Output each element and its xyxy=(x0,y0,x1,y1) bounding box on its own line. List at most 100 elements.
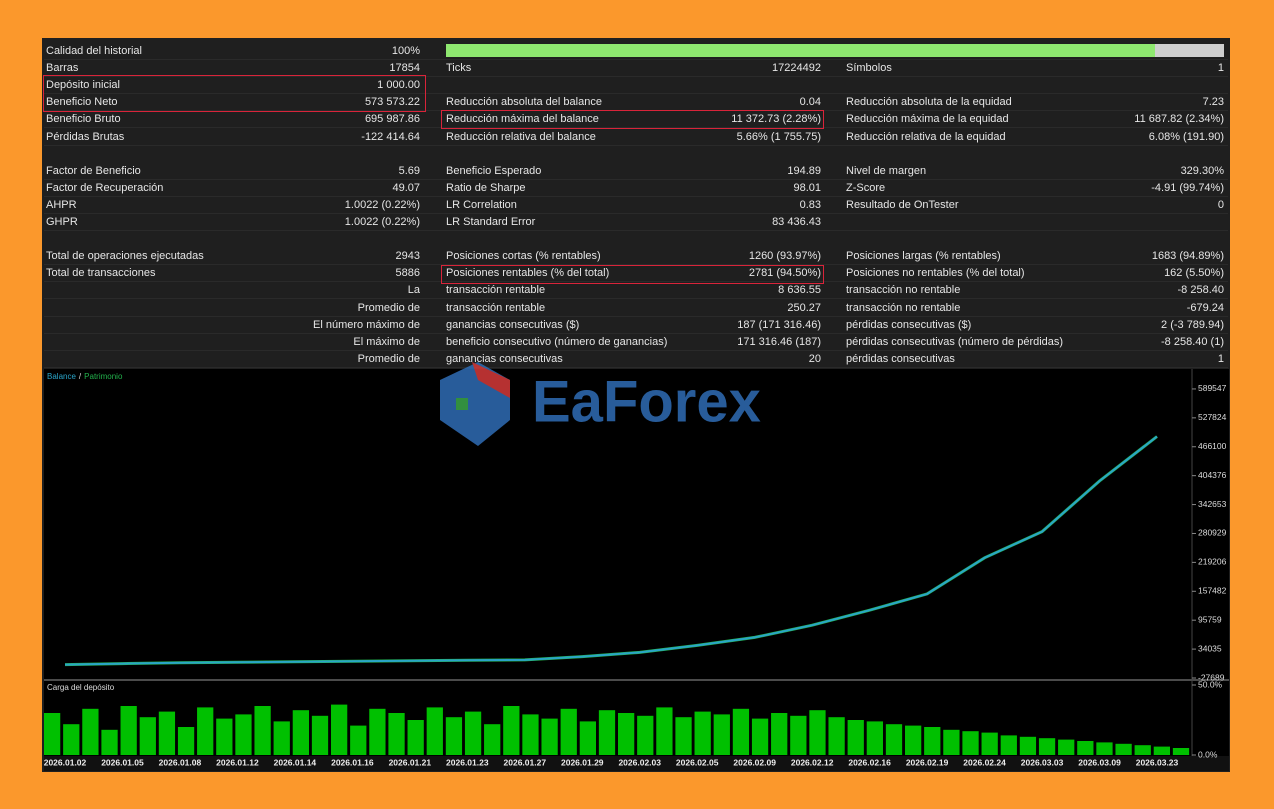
bar xyxy=(63,724,80,755)
stat-value: 5886 xyxy=(395,267,420,280)
stat-label: Reducción máxima de la equidad xyxy=(846,113,1009,126)
bar xyxy=(828,717,845,755)
bar xyxy=(369,708,386,755)
bar xyxy=(158,711,176,755)
stat-value: 2 (-3 789.94) xyxy=(1161,318,1224,331)
x-tick-label: 2026.03.09 xyxy=(1078,757,1121,767)
stat-label: Factor de Beneficio xyxy=(46,164,141,177)
stat-value: El máximo de xyxy=(353,335,420,348)
bar xyxy=(254,706,271,755)
x-tick-label: 2026.02.19 xyxy=(906,757,949,767)
stat-label: transacción rentable xyxy=(446,301,546,314)
stat-value: 2781 (94.50%) xyxy=(748,267,821,280)
stat-label: Nivel de margen xyxy=(846,164,927,177)
x-tick-label: 2026.03.23 xyxy=(1136,757,1179,767)
stat-label: Depósito inicial xyxy=(46,79,120,92)
bar xyxy=(618,713,635,755)
stat-value: 5.66% (1 755.75) xyxy=(736,130,821,143)
stat-label: Posiciones largas (% rentables) xyxy=(846,250,1001,263)
stat-label: Símbolos xyxy=(846,62,892,75)
stat-label: Ticks xyxy=(446,62,472,75)
row-line xyxy=(44,195,1228,197)
bar xyxy=(445,717,463,755)
stat-label: ganancias consecutivas xyxy=(446,352,563,365)
logo-accent xyxy=(472,362,510,398)
bar xyxy=(311,715,329,755)
balance-chart-bg xyxy=(44,369,1229,679)
y-tick-label: 466100 xyxy=(1198,441,1227,451)
y-tick-label: 95759 xyxy=(1198,614,1222,624)
stat-label: Posiciones rentables (% del total) xyxy=(446,267,610,280)
watermark-logo: EaForex xyxy=(440,362,761,446)
stat-label: Posiciones cortas (% rentables) xyxy=(446,250,601,263)
bar xyxy=(771,713,788,755)
bar xyxy=(751,718,769,755)
stat-label: beneficio consecutivo (número de gananci… xyxy=(446,335,668,348)
bar xyxy=(216,718,233,755)
stat-value: 1683 (94.89%) xyxy=(1151,250,1224,263)
stat-label: Pérdidas Brutas xyxy=(46,130,125,143)
stat-label: pérdidas consecutivas xyxy=(846,352,955,365)
row-line xyxy=(44,349,1228,351)
stat-value: 0.83 xyxy=(799,198,821,211)
y-tick-label: 589547 xyxy=(1198,383,1227,393)
bar xyxy=(120,706,137,755)
stat-value: 100% xyxy=(391,45,420,57)
y-tick-label: 404376 xyxy=(1198,470,1227,480)
stat-value: 250.27 xyxy=(787,301,821,314)
logo-square xyxy=(456,398,468,410)
bar xyxy=(943,729,960,755)
legend-item: Balance xyxy=(47,372,76,381)
bar xyxy=(101,729,118,755)
stat-label: Total de operaciones ejecutadas xyxy=(46,250,204,263)
bar xyxy=(847,720,864,755)
bar xyxy=(139,717,156,755)
bar xyxy=(924,727,941,755)
stat-value: 6.08% (191.90) xyxy=(1148,130,1224,143)
stat-value: 329.30% xyxy=(1180,164,1224,177)
stat-value: 162 (5.50%) xyxy=(1164,267,1224,280)
bar xyxy=(292,710,309,755)
bar xyxy=(82,708,99,755)
bar xyxy=(331,704,348,755)
y-tick-label: 50.0% xyxy=(1198,679,1223,689)
bar xyxy=(1019,736,1037,755)
stat-label: transacción no rentable xyxy=(846,284,961,297)
stat-label: transacción no rentable xyxy=(846,301,961,314)
stat-value: 1260 (93.97%) xyxy=(748,250,821,263)
bar xyxy=(790,715,807,755)
series-line xyxy=(64,435,1158,666)
stat-label: Resultado de OnTester xyxy=(846,198,959,211)
stat-value: El número máximo de xyxy=(313,318,420,331)
x-tick-label: 2026.03.03 xyxy=(1021,757,1064,767)
legend-separator: / xyxy=(79,372,82,381)
date-strip xyxy=(44,756,1229,771)
bar xyxy=(694,711,711,755)
y-tick-label: 0.0% xyxy=(1198,749,1218,759)
stat-value: 98.01 xyxy=(793,181,821,194)
stat-value: -122 414.64 xyxy=(361,130,420,143)
stat-value: 171 316.46 (187) xyxy=(737,335,821,348)
x-tick-label: 2026.01.21 xyxy=(389,757,432,767)
stat-value: 187 (171 316.46) xyxy=(737,318,821,331)
stat-value: 8 636.55 xyxy=(778,284,821,297)
highlight-box xyxy=(43,75,426,112)
stat-value: Promedio de xyxy=(357,352,420,365)
stat-label: Factor de Recuperación xyxy=(46,181,164,194)
y-tick-label: 157482 xyxy=(1198,586,1227,596)
stat-value: 5.69 xyxy=(398,164,420,177)
stat-label: pérdidas consecutivas ($) xyxy=(846,318,972,331)
bar xyxy=(732,708,750,755)
bar xyxy=(503,706,520,755)
stat-value: 11 687.82 (2.34%) xyxy=(1134,113,1224,126)
y-tick-label: 280929 xyxy=(1198,528,1227,538)
bar xyxy=(598,710,616,755)
stat-label: Reducción absoluta de la equidad xyxy=(846,96,1012,109)
row-line xyxy=(44,212,1228,214)
stat-label: LR Standard Error xyxy=(446,216,536,228)
row-line xyxy=(44,298,1228,300)
stat-value: 7.23 xyxy=(1202,96,1224,109)
x-tick-label: 2026.01.14 xyxy=(274,757,317,767)
row-line xyxy=(44,230,1228,231)
stat-label: Reducción relativa de la equidad xyxy=(846,130,1006,143)
